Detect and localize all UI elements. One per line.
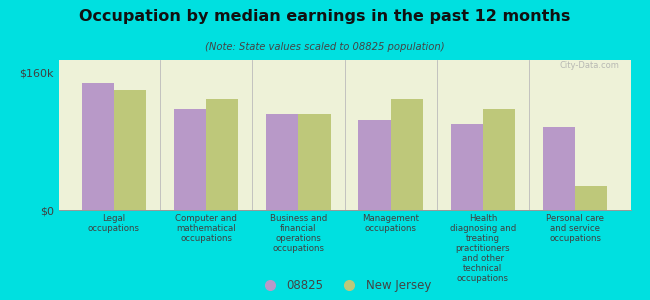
Bar — [483, 109, 515, 210]
Bar — [543, 127, 575, 210]
Bar — [575, 186, 608, 210]
Text: (Note: State values scaled to 08825 population): (Note: State values scaled to 08825 popu… — [205, 42, 445, 52]
Legend: 08825, New Jersey: 08825, New Jersey — [253, 275, 436, 297]
Text: City-Data.com: City-Data.com — [559, 61, 619, 70]
Bar — [174, 109, 206, 210]
Text: Occupation by median earnings in the past 12 months: Occupation by median earnings in the pas… — [79, 9, 571, 24]
Bar — [358, 120, 391, 210]
Bar — [206, 99, 239, 210]
Bar — [81, 83, 114, 210]
Bar — [298, 114, 331, 210]
Bar — [391, 99, 423, 210]
Bar — [114, 90, 146, 210]
Bar — [266, 114, 298, 210]
Bar — [450, 124, 483, 210]
